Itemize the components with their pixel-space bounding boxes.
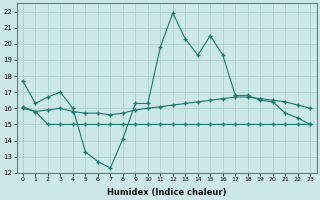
X-axis label: Humidex (Indice chaleur): Humidex (Indice chaleur): [107, 188, 226, 197]
